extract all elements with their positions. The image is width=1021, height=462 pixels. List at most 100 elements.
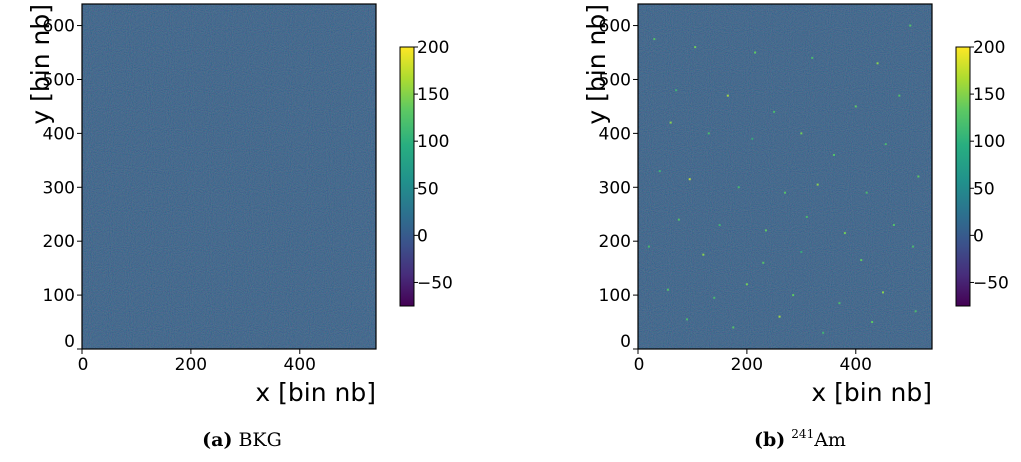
caption-text: Am	[813, 429, 846, 451]
hot-pixel	[784, 191, 786, 194]
y-tick-label: 0	[620, 332, 631, 352]
x-tick-label: 400	[284, 355, 316, 375]
x-tick-label: 0	[634, 355, 645, 375]
hot-pixel	[892, 224, 895, 227]
colorbar	[955, 46, 971, 307]
plot-frame	[637, 3, 933, 350]
y-tick-label: 600	[599, 17, 631, 37]
hot-pixel	[833, 153, 835, 156]
y-tick-label: 200	[43, 232, 75, 252]
y-tick-label: 300	[43, 178, 75, 198]
colorbar-tick-label: −50	[973, 273, 1009, 293]
colorbar-tick-label: 0	[417, 226, 428, 246]
hot-pixel	[675, 89, 678, 92]
hot-pixel	[778, 315, 781, 318]
hot-pixel	[726, 94, 729, 97]
caption-text: BKG	[238, 429, 281, 451]
hot-pixel	[876, 62, 879, 65]
y-tick-label: 400	[599, 124, 631, 144]
colorbar-tick-label: 50	[417, 179, 439, 199]
y-axis-label: y [bin nb]	[26, 4, 55, 125]
hot-pixel	[909, 24, 912, 27]
colorbar	[399, 46, 415, 307]
y-tick-label: 500	[43, 70, 75, 90]
hot-pixel	[805, 215, 808, 218]
hot-pixel	[751, 137, 754, 140]
x-tick-label: 400	[840, 355, 872, 375]
x-tick-label: 0	[78, 355, 89, 375]
y-tick-label: 100	[599, 286, 631, 306]
hot-pixel	[754, 51, 757, 54]
x-axis-label: x [bin nb]	[811, 378, 932, 407]
y-axis-ticks: 0 100 200 300 400 500 600	[43, 17, 82, 352]
hot-pixel	[898, 94, 901, 97]
x-axis-label: x [bin nb]	[255, 378, 376, 407]
hot-pixel	[838, 302, 841, 305]
hot-pixel	[658, 170, 661, 173]
y-tick-label: 0	[64, 332, 75, 352]
colorbar-tick-label: 150	[417, 85, 449, 105]
hot-pixel	[737, 186, 740, 189]
colorbar-tick-label: 100	[973, 132, 1005, 152]
hot-pixel	[713, 296, 716, 299]
hot-pixel	[773, 110, 776, 113]
colorbar-tick-label: −50	[417, 273, 453, 293]
hot-pixel	[688, 178, 691, 181]
caption-sup: 241	[791, 427, 814, 441]
y-tick-label: 500	[599, 70, 631, 90]
colorbar-tick-label: 200	[973, 38, 1005, 58]
hot-pixel	[865, 191, 868, 194]
hot-pixel	[694, 46, 697, 49]
colorbar-tick-label: 200	[417, 38, 449, 58]
hot-pixel	[732, 326, 735, 329]
colorbar-ticks: 200 150 100 50 0 −50	[970, 38, 1009, 293]
hot-pixel	[669, 121, 672, 124]
hot-pixel	[764, 229, 767, 232]
hot-pixel	[914, 310, 917, 313]
hot-pixel	[800, 132, 803, 135]
hot-pixel	[647, 245, 650, 248]
hot-pixel	[884, 143, 887, 146]
y-tick-label: 100	[43, 286, 75, 306]
hot-pixel	[816, 183, 819, 186]
y-tick-label: 600	[43, 17, 75, 37]
colorbar-tick-label: 150	[973, 85, 1005, 105]
heatmap-noise	[82, 4, 376, 349]
plot-frame	[81, 3, 377, 350]
hot-pixel	[811, 56, 814, 59]
colorbar-tick-label: 100	[417, 132, 449, 152]
hot-pixel	[666, 288, 669, 291]
x-tick-label: 200	[175, 355, 207, 375]
hot-pixel	[745, 283, 748, 286]
colorbar-ticks: 200 150 100 50 0 −50	[414, 38, 453, 293]
hot-pixel	[822, 331, 825, 334]
hot-pixel	[792, 294, 795, 297]
caption: (b) 241Am	[754, 427, 846, 451]
hot-pixel	[707, 132, 710, 135]
hot-pixel	[882, 291, 884, 294]
y-tick-label: 200	[599, 232, 631, 252]
x-tick-label: 200	[731, 355, 763, 375]
x-axis-ticks: 0 200 400	[634, 349, 872, 375]
colorbar-tick-label: 50	[973, 179, 995, 199]
y-axis-label: y [bin nb]	[582, 4, 611, 125]
hot-pixel	[871, 321, 874, 324]
hot-pixel	[702, 253, 705, 256]
hot-pixel	[860, 259, 863, 262]
colorbar-tick-label: 0	[973, 226, 984, 246]
hot-pixel	[762, 261, 765, 264]
hot-pixel	[854, 105, 857, 108]
y-tick-label: 300	[599, 178, 631, 198]
hot-pixel	[917, 175, 920, 178]
hot-pixel	[686, 318, 688, 321]
heatmap-noise	[638, 4, 932, 349]
hot-pixel	[677, 218, 680, 221]
hot-pixel	[843, 232, 846, 235]
y-tick-label: 400	[43, 124, 75, 144]
caption-label: (a)	[202, 429, 232, 451]
x-axis-ticks: 0 200 400	[78, 349, 316, 375]
hot-pixel	[911, 245, 914, 248]
